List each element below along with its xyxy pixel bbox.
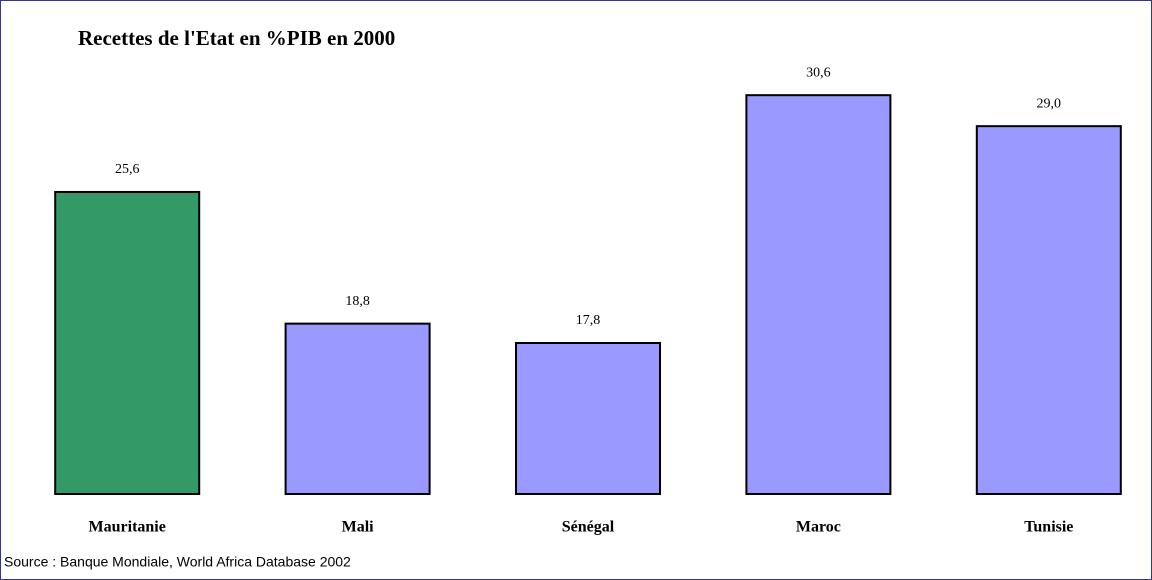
x-tick-label: Maroc: [796, 519, 841, 536]
bar: [975, 125, 1122, 495]
bar: [515, 341, 661, 495]
data-label: 29,0: [1037, 96, 1062, 111]
data-label: 25,6: [115, 162, 140, 177]
x-tick-label: Mali: [342, 519, 375, 536]
bar: [745, 94, 892, 496]
data-label: 18,8: [345, 294, 370, 309]
x-tick-label: Sénégal: [562, 519, 615, 536]
chart-title: Recettes de l'Etat en %PIB en 2000: [78, 26, 395, 50]
bar: [284, 322, 431, 495]
x-tick-label: Tunisie: [1024, 519, 1073, 536]
data-label: 17,8: [576, 313, 601, 328]
source-note: Source : Banque Mondiale, World Africa D…: [4, 554, 351, 570]
bar: [54, 190, 201, 495]
data-label: 30,6: [806, 65, 831, 80]
x-tick-label: Mauritanie: [89, 519, 166, 536]
